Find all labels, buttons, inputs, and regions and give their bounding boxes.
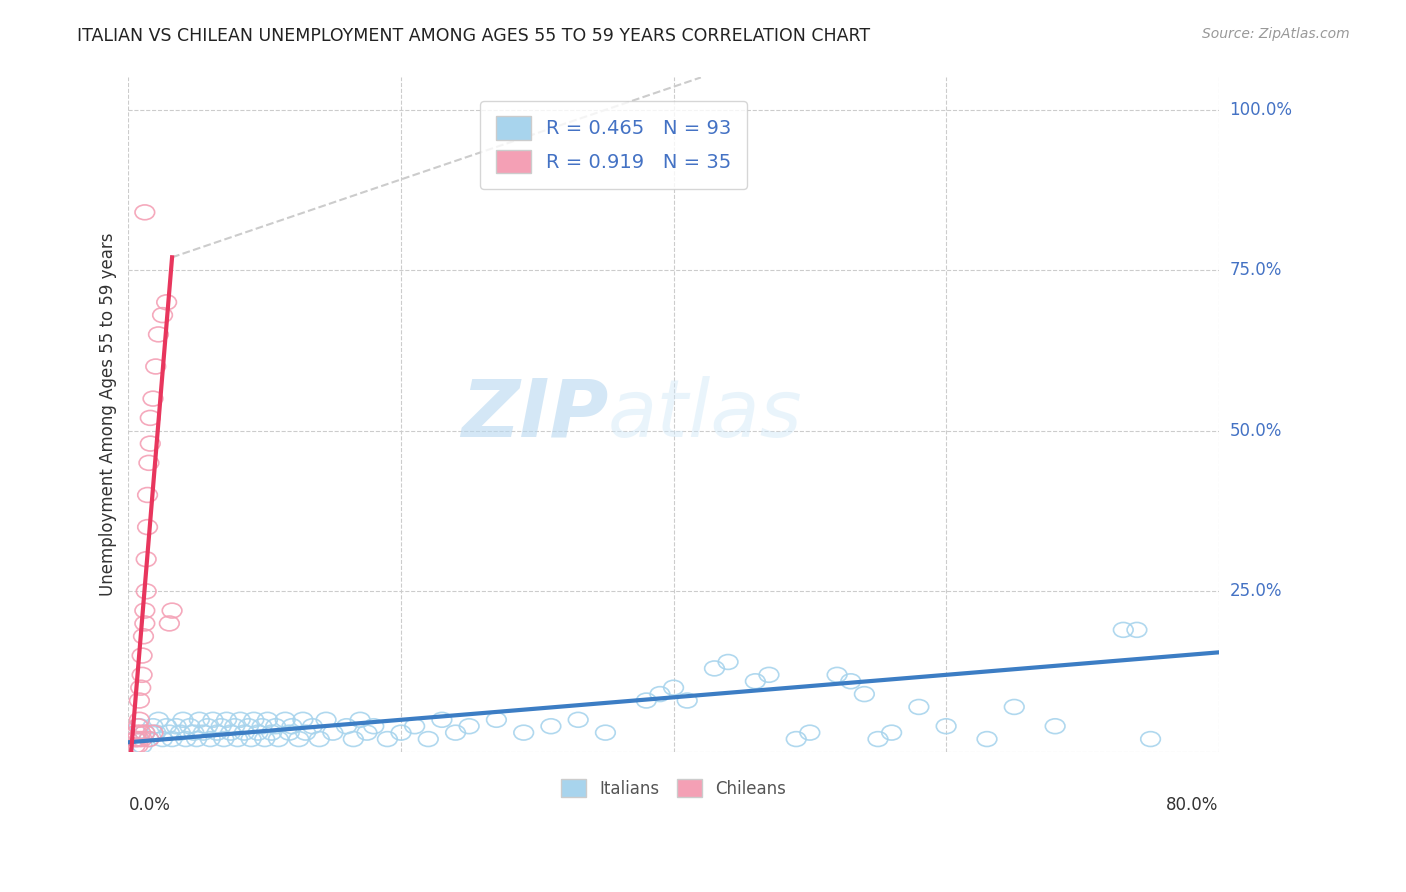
Text: ITALIAN VS CHILEAN UNEMPLOYMENT AMONG AGES 55 TO 59 YEARS CORRELATION CHART: ITALIAN VS CHILEAN UNEMPLOYMENT AMONG AG… [77, 27, 870, 45]
Text: 25.0%: 25.0% [1230, 582, 1282, 600]
Text: Source: ZipAtlas.com: Source: ZipAtlas.com [1202, 27, 1350, 41]
Legend: Italians, Chileans: Italians, Chileans [555, 772, 793, 805]
Text: ZIP: ZIP [461, 376, 609, 454]
Text: 0.0%: 0.0% [128, 796, 170, 814]
Text: 100.0%: 100.0% [1230, 101, 1292, 119]
Text: atlas: atlas [609, 376, 803, 454]
Text: 75.0%: 75.0% [1230, 261, 1282, 279]
Y-axis label: Unemployment Among Ages 55 to 59 years: Unemployment Among Ages 55 to 59 years [100, 233, 117, 597]
Text: 50.0%: 50.0% [1230, 422, 1282, 440]
Text: 80.0%: 80.0% [1167, 796, 1219, 814]
